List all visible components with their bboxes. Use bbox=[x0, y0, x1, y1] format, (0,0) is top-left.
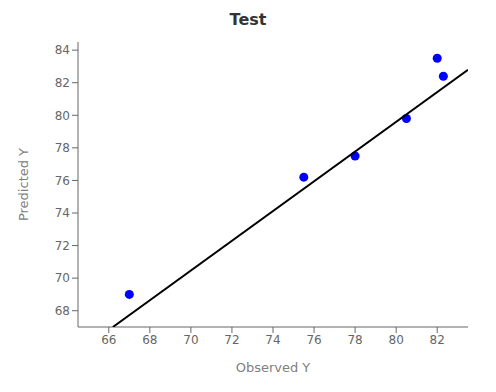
svg-text:72: 72 bbox=[55, 239, 70, 253]
svg-text:84: 84 bbox=[55, 43, 70, 57]
svg-text:76: 76 bbox=[306, 333, 321, 347]
svg-text:74: 74 bbox=[55, 206, 70, 220]
svg-text:70: 70 bbox=[55, 271, 70, 285]
svg-text:68: 68 bbox=[55, 304, 70, 318]
svg-text:72: 72 bbox=[224, 333, 239, 347]
svg-text:78: 78 bbox=[347, 333, 362, 347]
svg-text:Observed Y: Observed Y bbox=[236, 360, 311, 375]
svg-text:68: 68 bbox=[142, 333, 157, 347]
svg-text:80: 80 bbox=[55, 109, 70, 123]
svg-text:82: 82 bbox=[55, 76, 70, 90]
svg-text:78: 78 bbox=[55, 141, 70, 155]
svg-text:Predicted Y: Predicted Y bbox=[16, 148, 31, 221]
svg-text:66: 66 bbox=[101, 333, 116, 347]
svg-text:74: 74 bbox=[265, 333, 280, 347]
svg-text:80: 80 bbox=[389, 333, 404, 347]
svg-text:70: 70 bbox=[183, 333, 198, 347]
svg-text:82: 82 bbox=[430, 333, 445, 347]
svg-text:76: 76 bbox=[55, 174, 70, 188]
html-text:Test: Test bbox=[229, 10, 267, 29]
